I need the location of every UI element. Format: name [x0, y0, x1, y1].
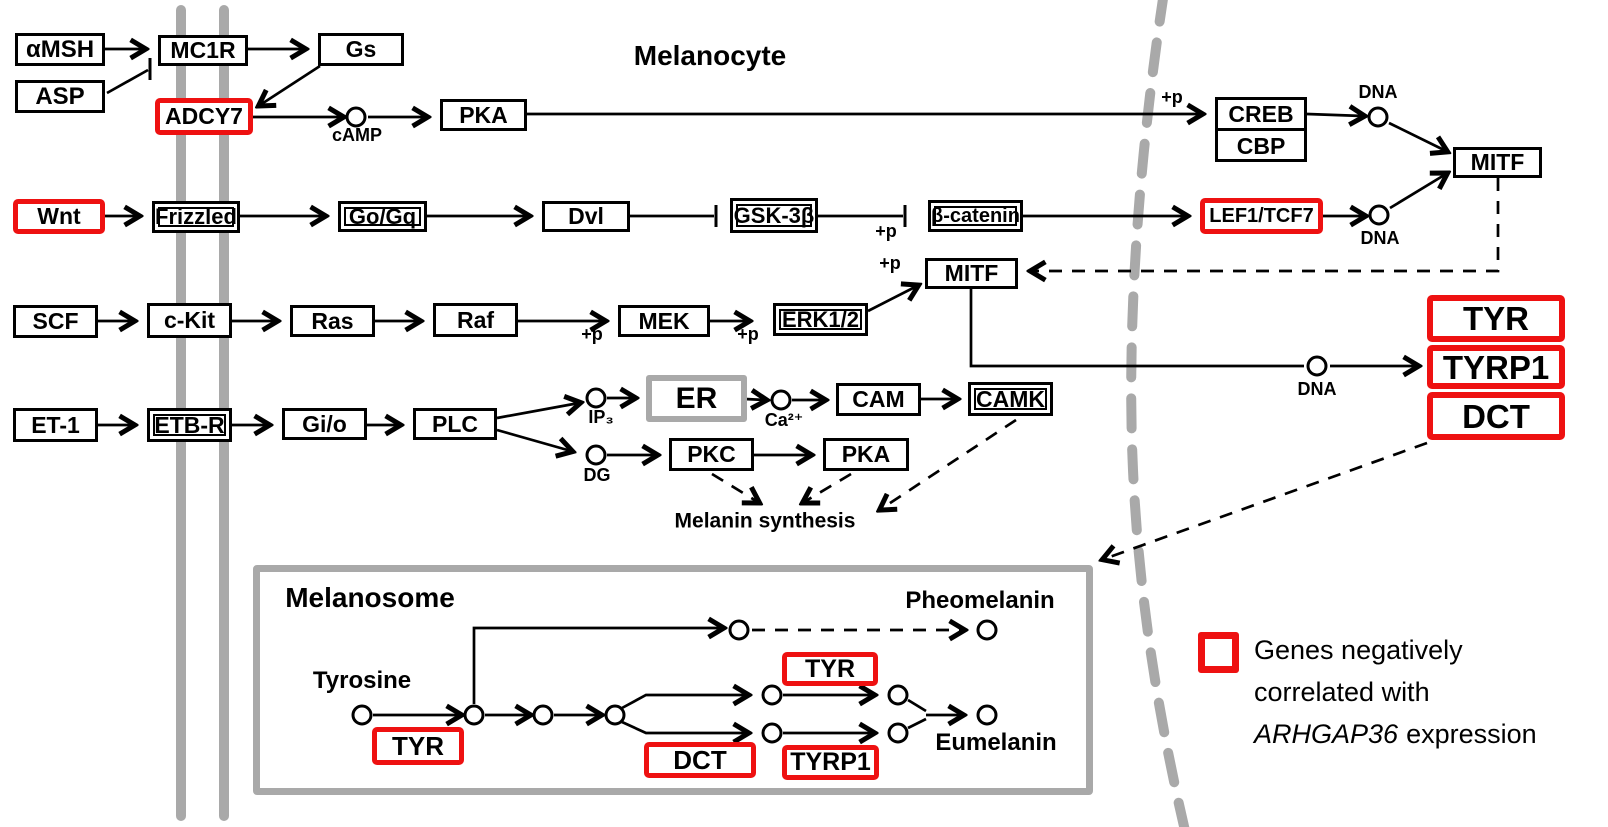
node-raf: Raf [433, 303, 518, 337]
node-adcy7: ADCY7 [155, 98, 253, 135]
legend-text: Genes negatively correlated with ARHGAP3… [1254, 629, 1608, 755]
node-pka: PKA [440, 99, 527, 131]
legend-red-box-swatch [1198, 632, 1239, 673]
label-dna-lef1: DNA [1360, 228, 1400, 248]
node-er: ER [646, 375, 747, 422]
label-tyrosine: Tyrosine [312, 667, 412, 694]
node-wnt: Wnt [13, 199, 105, 234]
node-pka2: PKA [823, 438, 909, 471]
node-creb: CREB [1218, 100, 1304, 131]
label-ca2: Ca²⁺ [764, 410, 804, 430]
nuclear-membrane [1126, 0, 1190, 827]
node-tyrp1-big: TYRP1 [1427, 345, 1565, 389]
dashed-edges [711, 178, 1500, 630]
node-et1: ET-1 [13, 408, 98, 442]
solid-edges [98, 49, 1446, 733]
node-camk: CAMK [968, 382, 1053, 416]
node-gs: Gs [318, 33, 404, 66]
label-plus-p-mitf: +p [879, 253, 901, 273]
label-camp: cAMP [331, 125, 383, 145]
inhibition-edges [106, 58, 907, 227]
legend-line-2: correlated with [1254, 677, 1430, 707]
node-etbr: ETB-R [147, 408, 232, 442]
node-gogq: Go/Gq [338, 201, 427, 232]
node-erk12: ERK1/2 [773, 303, 868, 336]
node-cam: CAM [836, 383, 921, 416]
node-plc: PLC [413, 408, 497, 440]
node-ckit: c-Kit [147, 303, 232, 338]
node-bcatenin: β-catenin [928, 200, 1023, 232]
melanosome-compartment [253, 565, 1093, 795]
compartment-title-melanosome: Melanosome [285, 582, 455, 613]
node-dvl: Dvl [542, 201, 630, 232]
label-plus-p-bcatenin: +p [875, 221, 897, 241]
node-lef1tcf7: LEF1/TCF7 [1200, 198, 1323, 234]
node-tyr-melanosome-2: TYR [782, 652, 878, 686]
node-gio: Gi/o [282, 408, 367, 440]
node-scf: SCF [13, 305, 98, 338]
compound-circles [345, 106, 1390, 744]
legend-line-3: ARHGAP36 expression [1254, 713, 1608, 755]
node-amsh: αMSH [15, 33, 105, 66]
label-dg: DG [583, 465, 611, 485]
legend-line-1: Genes negatively [1254, 635, 1463, 665]
compartment-title-melanocyte: Melanocyte [633, 40, 787, 71]
node-creb-cbp: CREB CBP [1215, 97, 1307, 162]
node-tyrp1-melanosome: TYRP1 [782, 745, 879, 780]
label-plus-p-mek: +p [581, 324, 603, 344]
node-tyr-big: TYR [1427, 295, 1565, 342]
node-cbp: CBP [1236, 133, 1286, 159]
node-pkc: PKC [669, 438, 754, 471]
label-plus-p-creb: +p [1161, 87, 1183, 107]
node-dct-big: DCT [1427, 392, 1565, 440]
node-frizzled: Frizzled [152, 201, 240, 233]
label-plus-p-erk: +p [737, 324, 759, 344]
node-asp: ASP [15, 80, 105, 113]
node-mc1r: MC1R [158, 35, 248, 66]
target-gene-stack: TYR TYRP1 DCT [1427, 295, 1565, 440]
legend-gene-name: ARHGAP36 [1254, 719, 1399, 749]
label-ip3: IP₃ [588, 407, 614, 427]
label-dna-creb: DNA [1358, 82, 1398, 102]
node-tyr-melanosome-1: TYR [372, 727, 464, 765]
node-mitf: MITF [925, 258, 1018, 289]
node-mek: MEK [618, 305, 710, 337]
label-pheomelanin: Pheomelanin [905, 587, 1055, 614]
node-dct-melanosome: DCT [644, 742, 756, 778]
node-gsk3b: GSK-3β [730, 198, 818, 233]
label-melanin-synthesis: Melanin synthesis [674, 509, 856, 533]
label-eumelanin: Eumelanin [935, 729, 1057, 756]
legend-line-3-rest: expression [1406, 719, 1537, 749]
node-mitf-nucleus: MITF [1453, 147, 1542, 178]
node-ras: Ras [290, 305, 375, 337]
label-dna-mitf: DNA [1297, 379, 1337, 399]
